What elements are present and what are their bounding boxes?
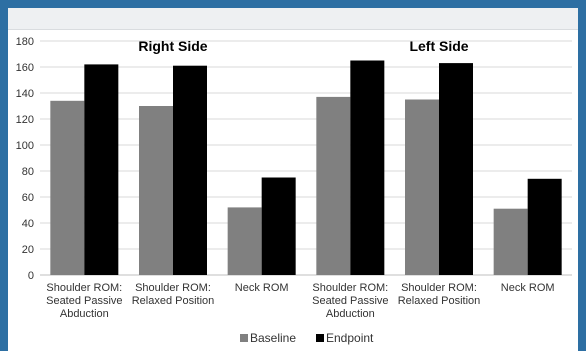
x-category-label-line: Shoulder ROM: [401,282,477,294]
x-category-label-line: Shoulder ROM: [135,282,211,294]
y-tick-label: 80 [22,166,34,178]
x-category-label: Shoulder ROM: Relaxed Position [398,282,481,307]
x-category-label-line: Seated Passive [46,295,122,307]
y-tick-label: 40 [22,218,34,230]
x-category-label: Neck ROM [235,282,289,294]
y-tick-label: 140 [16,88,34,100]
x-category-label-line: Abduction [326,308,375,320]
legend-label: Endpoint [326,331,374,345]
bar-baseline [139,106,173,275]
y-tick-label: 160 [16,62,34,74]
y-tick-label: 120 [16,114,34,126]
x-category-label: Neck ROM [501,282,555,294]
chart-frame: 0 20 40 60 80 100 120 140 160 180 Shoulder ROM: Sea… [8,8,578,351]
x-category-label-line: Shoulder ROM: [46,282,122,294]
x-category-label-line: Shoulder ROM: [312,282,388,294]
x-category-label-line: Relaxed Position [132,295,215,307]
bar-endpoint [350,60,385,275]
legend-label: Baseline [250,331,296,345]
x-category-label: Shoulder ROM: Relaxed Position [132,282,215,307]
bar-baseline [227,207,262,275]
x-category-label-line: Neck ROM [501,282,555,294]
legend-swatch [316,334,324,342]
bar-baseline [405,99,439,275]
x-category-label: Shoulder ROM: Seated Passive Abduction [312,282,388,320]
x-category-label-line: Seated Passive [312,295,388,307]
y-tick-label: 100 [16,140,34,152]
bar-baseline [316,96,351,276]
legend-swatch [240,334,248,342]
x-category-label-line: Neck ROM [235,282,289,294]
bar-baseline [50,100,85,275]
bar-baseline [493,208,528,275]
group-label: Left Side [409,38,468,54]
bar-endpoint [439,63,473,275]
y-tick-label: 20 [22,244,34,256]
x-category-label-line: Relaxed Position [398,295,481,307]
x-category-label: Shoulder ROM: Seated Passive Abduction [46,282,122,320]
y-tick-label: 60 [22,192,34,204]
bar-endpoint [261,177,296,275]
y-tick-label: 180 [16,36,34,48]
x-category-label-line: Abduction [60,308,109,320]
bar-endpoint [527,178,562,275]
bar-endpoint [84,64,119,276]
bar-endpoint [173,65,207,275]
top-band [8,8,578,30]
y-tick-label: 0 [28,270,34,282]
group-label: Right Side [138,38,207,54]
